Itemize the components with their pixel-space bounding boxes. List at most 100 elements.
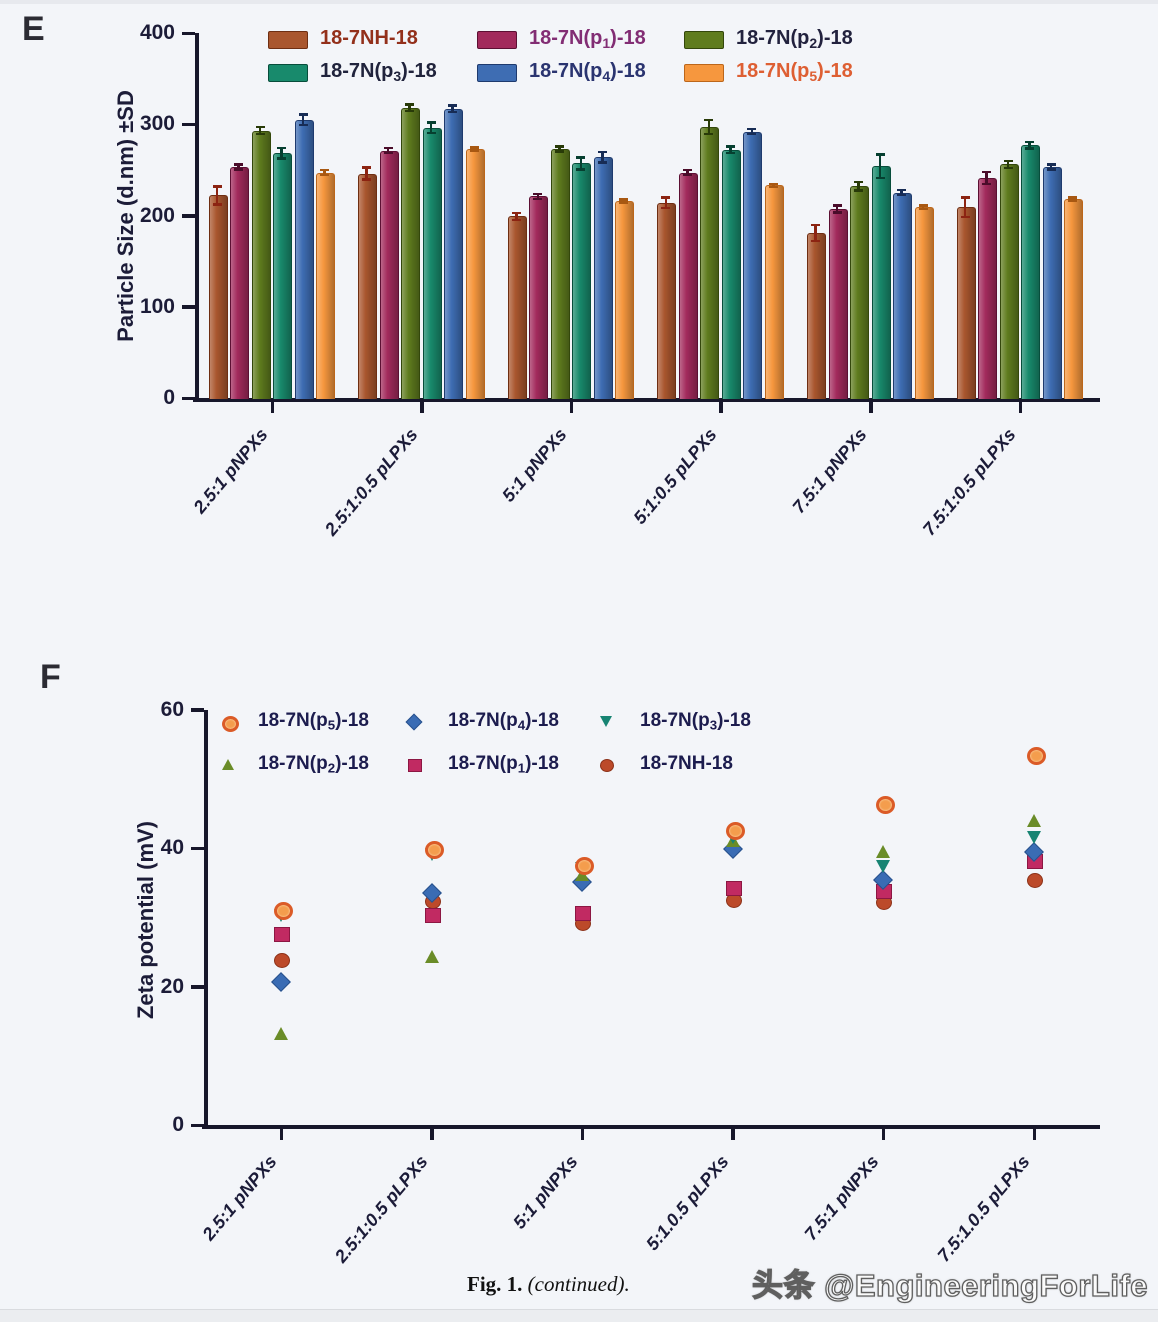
error-bar-stem: [835, 205, 839, 213]
error-bar-cap-top: [1068, 196, 1078, 199]
y-axis-tick: [182, 122, 195, 127]
error-bar-stem: [579, 157, 582, 170]
error-bar-cap-top: [255, 125, 265, 129]
legend-label-text: )-18: [610, 27, 646, 49]
error-bar-cap-top: [725, 145, 735, 148]
bar: [721, 149, 741, 399]
legend-label-text: 18-7N(p: [320, 60, 394, 82]
error-bar-cap-top: [234, 163, 243, 166]
top-edge-band: [0, 0, 1158, 4]
x-axis-tick: [580, 1129, 585, 1140]
error-bar-cap-bottom: [918, 207, 928, 211]
legend-item-label: 18-7N(p2)-18: [258, 753, 369, 776]
x-axis-tick: [1032, 1129, 1036, 1140]
y-axis-tick: [191, 985, 204, 989]
legend-label-subscript: 3: [393, 67, 402, 84]
circle-legend-icon: [600, 759, 614, 772]
error-bar-cap-top: [982, 170, 992, 174]
triangle-up-legend-icon: [222, 759, 234, 770]
bar: [914, 207, 934, 399]
bar: [208, 195, 228, 399]
error-bar-cap-bottom: [1046, 168, 1056, 171]
error-bar-cap-top: [554, 145, 564, 148]
y-axis-tick: [182, 214, 195, 218]
error-bar-stem: [301, 114, 305, 126]
error-bar-cap-top: [619, 198, 629, 201]
legend-label-subscript: 4: [602, 67, 611, 84]
error-bar-cap-top: [832, 204, 842, 207]
circle-open-data-point: [1027, 746, 1046, 765]
bar: [316, 172, 335, 399]
error-bar-stem: [601, 151, 604, 163]
error-bar-cap-top: [383, 146, 393, 150]
legend-label-text: )-18: [525, 753, 559, 774]
error-bar-stem: [258, 126, 262, 135]
y-axis-tick: [182, 396, 195, 400]
error-bar-cap-bottom: [960, 215, 970, 219]
triangle-up-data-point: [274, 1027, 288, 1041]
error-bar-cap-bottom: [747, 132, 757, 136]
error-bar-cap-bottom: [212, 203, 222, 206]
error-bar-cap-bottom: [619, 201, 629, 204]
y-axis-tick: [191, 708, 204, 712]
bar: [507, 216, 527, 399]
error-bar-cap-bottom: [897, 193, 907, 197]
error-bar-cap-top: [960, 196, 970, 199]
square-data-point: [424, 908, 441, 924]
error-bar-stem: [857, 181, 860, 191]
bar: [358, 173, 378, 399]
bar: [422, 127, 442, 399]
error-bar-stem: [921, 205, 925, 210]
x-tick-label: 2.5:1:0.5 pLPXs: [330, 1151, 432, 1267]
error-bar-cap-top: [682, 168, 692, 172]
error-bar-cap-bottom: [1003, 166, 1013, 170]
circle-data-point: [274, 953, 290, 969]
error-bar-stem: [814, 224, 817, 242]
bar: [871, 166, 891, 399]
error-bar-stem: [750, 128, 754, 135]
legend-label-subscript: 1: [602, 34, 611, 51]
legend-label-text: 18-7NH-18: [320, 27, 418, 49]
error-bar-cap-top: [405, 103, 415, 106]
legend-item-label: 18-7N(p1)-18: [448, 753, 559, 776]
bar: [1064, 199, 1084, 399]
error-bar-cap-bottom: [234, 168, 243, 171]
error-bar-cap-bottom: [533, 197, 543, 201]
error-bar-stem: [451, 105, 454, 113]
caption-fig-label: Fig. 1.: [467, 1272, 523, 1296]
error-bar-stem: [900, 189, 903, 196]
error-bar-cap-bottom: [725, 151, 735, 155]
legend-label-text: )-18: [817, 27, 853, 49]
circle-data-point: [1027, 873, 1043, 889]
bar: [807, 232, 827, 399]
error-bar-cap-top: [298, 113, 308, 116]
legend-label-text: )-18: [525, 710, 559, 731]
bar: [1042, 167, 1062, 399]
error-bar-stem: [772, 183, 775, 188]
bar: [230, 167, 249, 399]
legend-label-subscript: 2: [809, 34, 818, 51]
error-bar-stem: [558, 146, 561, 152]
error-bar-stem: [1071, 197, 1074, 201]
error-bar-cap-bottom: [426, 131, 436, 135]
legend-label-text: 18-7N(p: [448, 753, 518, 774]
watermark-text: 头条 @EngineeringForLife: [751, 1267, 1149, 1303]
error-bar-stem: [1028, 141, 1031, 149]
figure-caption: Fig. 1. (continued).: [467, 1272, 630, 1297]
legend-label-text: 18-7N(p: [736, 60, 810, 82]
bar: [1021, 145, 1041, 399]
x-axis-line: [193, 398, 1100, 402]
error-bar-cap-top: [426, 121, 436, 124]
triangle-down-data-point: [876, 860, 891, 873]
y-tick-label: 200: [139, 203, 175, 227]
triangle-up-data-point: [876, 844, 891, 858]
legend-label-text: 18-7N(p: [529, 60, 603, 82]
bottom-edge-band: [0, 1309, 1158, 1322]
error-bar-cap-top: [918, 204, 928, 207]
bar: [850, 186, 870, 399]
square-data-point: [725, 881, 742, 897]
legend-swatch: [268, 31, 308, 49]
